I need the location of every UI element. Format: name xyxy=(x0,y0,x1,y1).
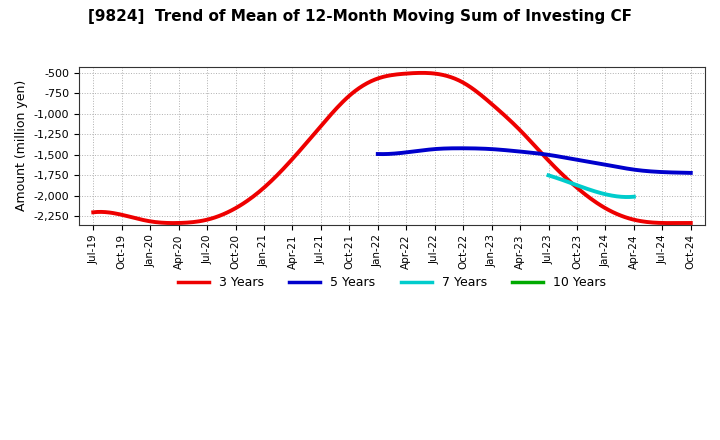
5 Years xyxy=(374,151,382,157)
Legend: 3 Years, 5 Years, 7 Years, 10 Years: 3 Years, 5 Years, 7 Years, 10 Years xyxy=(173,271,611,294)
5 Years xyxy=(639,168,647,173)
7 Years xyxy=(544,173,553,178)
Text: [9824]  Trend of Mean of 12-Month Moving Sum of Investing CF: [9824] Trend of Mean of 12-Month Moving … xyxy=(88,9,632,24)
7 Years xyxy=(623,194,631,200)
Line: 7 Years: 7 Years xyxy=(549,176,634,197)
7 Years xyxy=(629,194,638,199)
5 Years xyxy=(559,155,568,160)
7 Years xyxy=(621,194,630,200)
5 Years xyxy=(561,155,570,160)
7 Years xyxy=(544,173,553,178)
3 Years xyxy=(595,202,603,207)
3 Years xyxy=(89,210,98,215)
Line: 5 Years: 5 Years xyxy=(378,148,690,173)
5 Years xyxy=(566,156,575,161)
3 Years xyxy=(91,209,99,215)
5 Years xyxy=(686,170,695,176)
3 Years xyxy=(446,74,455,80)
3 Years xyxy=(456,79,465,84)
7 Years xyxy=(595,190,603,195)
3 Years xyxy=(418,70,427,76)
3 Years xyxy=(667,220,675,226)
7 Years xyxy=(595,190,603,195)
7 Years xyxy=(616,194,625,199)
5 Years xyxy=(455,146,464,151)
3 Years xyxy=(686,220,695,226)
5 Years xyxy=(658,169,667,175)
7 Years xyxy=(596,191,605,196)
Y-axis label: Amount (million yen): Amount (million yen) xyxy=(15,80,28,212)
3 Years xyxy=(632,218,641,223)
5 Years xyxy=(374,151,383,157)
3 Years xyxy=(445,74,454,79)
Line: 3 Years: 3 Years xyxy=(94,73,690,223)
